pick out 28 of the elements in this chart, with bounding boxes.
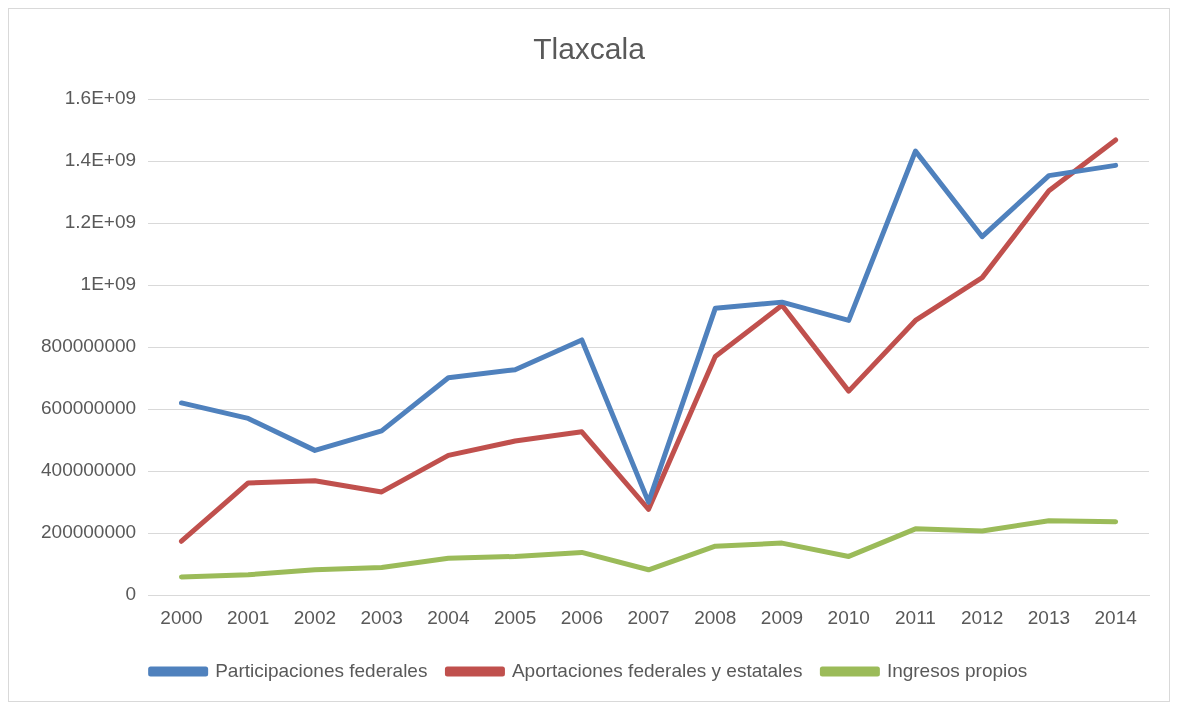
legend-label: Aportaciones federales y estatales — [511, 659, 803, 681]
y-tick-label: 600000000 — [40, 397, 137, 419]
x-tick-label: 2006 — [560, 606, 603, 628]
legend-label: Participaciones federales — [215, 659, 428, 681]
y-tick-label: 1.2E+09 — [64, 211, 137, 233]
y-tick-label: 200000000 — [40, 521, 137, 543]
x-tick-label: 2008 — [694, 606, 737, 628]
chart-title: Tlaxcala — [533, 32, 646, 66]
x-tick-label: 2001 — [227, 606, 270, 628]
y-tick-label: 400000000 — [40, 459, 137, 481]
x-tick-label: 2011 — [895, 606, 936, 628]
x-tick-label: 2002 — [293, 606, 337, 628]
y-tick-label: 1.4E+09 — [64, 149, 137, 171]
x-tick-label: 2012 — [961, 606, 1004, 628]
y-tick-label: 1.6E+09 — [64, 87, 137, 109]
x-tick-label: 2003 — [360, 606, 403, 628]
x-tick-label: 2007 — [627, 606, 670, 628]
y-tick-label: 800000000 — [40, 335, 137, 357]
x-tick-label: 2000 — [160, 606, 203, 628]
y-tick-label: 1E+09 — [80, 273, 137, 295]
x-tick-label: 2013 — [1027, 606, 1071, 628]
y-tick-label: 0 — [125, 583, 137, 605]
x-tick-label: 2010 — [827, 606, 870, 628]
x-tick-label: 2004 — [427, 606, 470, 628]
x-tick-label: 2005 — [493, 606, 537, 628]
legend-label: Ingresos propios — [886, 659, 1028, 681]
x-tick-label: 2009 — [760, 606, 804, 628]
x-tick-label: 2014 — [1094, 606, 1138, 628]
